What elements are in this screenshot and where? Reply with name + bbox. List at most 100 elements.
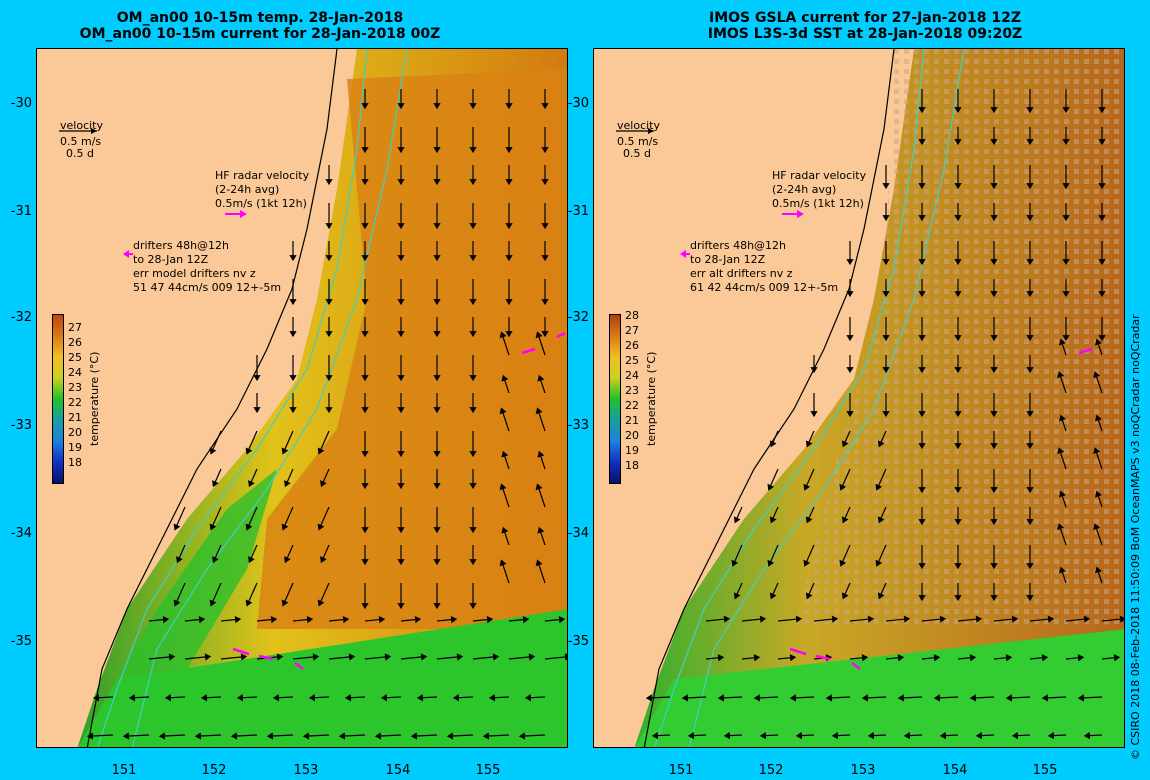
velocity-arrow-head bbox=[1047, 731, 1055, 740]
velocity-arrow-head bbox=[846, 367, 854, 374]
velocity-arrow-head bbox=[248, 480, 255, 488]
velocity-arrow-head bbox=[954, 367, 962, 374]
left-hf-line3: 0.5m/s (1kt 12h) bbox=[215, 197, 307, 210]
velocity-arrow-head bbox=[361, 255, 369, 262]
y-axis-label: -35 bbox=[10, 634, 32, 649]
velocity-arrow-head bbox=[753, 694, 761, 702]
colorbar-tick: 25 bbox=[625, 354, 639, 367]
velocity-arrow-head bbox=[805, 440, 813, 448]
velocity-arrow-head bbox=[831, 615, 839, 623]
velocity-arrow-head bbox=[361, 179, 369, 186]
velocity-arrow-head bbox=[469, 299, 477, 306]
colorbar-tick: 24 bbox=[68, 366, 82, 379]
right-hf-line3: 0.5m/s (1kt 12h) bbox=[772, 197, 864, 210]
velocity-arrow-head bbox=[361, 103, 369, 110]
velocity-arrow-head bbox=[975, 731, 983, 740]
right-map-svg bbox=[616, 49, 1124, 747]
velocity-arrow-head bbox=[397, 375, 405, 382]
y-axis-label: -33 bbox=[567, 418, 589, 433]
velocity-arrow-head bbox=[541, 223, 549, 230]
velocity-arrow-head bbox=[1041, 694, 1049, 702]
velocity-arrow-head bbox=[954, 595, 962, 602]
velocity-arrow-head bbox=[954, 563, 962, 570]
velocity-arrow-head bbox=[1062, 291, 1070, 298]
velocity-arrow-head bbox=[990, 487, 998, 494]
velocity-arrow-head bbox=[397, 451, 405, 458]
velocity-arrow-head bbox=[501, 526, 509, 534]
velocity-arrow-head bbox=[361, 603, 369, 610]
left-hf-line2: (2-24h avg) bbox=[215, 183, 280, 196]
velocity-arrow-head bbox=[918, 215, 926, 222]
velocity-arrow-head bbox=[433, 331, 441, 338]
velocity-arrow-head bbox=[954, 291, 962, 298]
colorbar-tick: 21 bbox=[68, 411, 82, 424]
south-green-water bbox=[78, 609, 567, 747]
velocity-arrow-head bbox=[1057, 447, 1065, 455]
colorbar-tick: 25 bbox=[68, 351, 82, 364]
velocity-arrow-head bbox=[990, 595, 998, 602]
right-velocity-label: velocity bbox=[617, 119, 660, 132]
colorbar-tick: 26 bbox=[68, 336, 82, 349]
velocity-arrow-head bbox=[1062, 215, 1070, 222]
velocity-arrow-head bbox=[933, 694, 941, 702]
velocity-arrow-head bbox=[1098, 183, 1106, 190]
velocity-arrow-head bbox=[397, 331, 405, 338]
velocity-arrow-head bbox=[397, 527, 405, 534]
velocity-arrow-head bbox=[361, 483, 369, 490]
velocity-arrow-head bbox=[1026, 443, 1034, 450]
velocity-arrow-head bbox=[954, 259, 962, 266]
velocity-arrow-head bbox=[954, 183, 962, 190]
velocity-arrow-head bbox=[173, 599, 181, 607]
velocity-arrow-head bbox=[524, 694, 532, 702]
velocity-arrow-head bbox=[903, 731, 911, 740]
velocity-arrow-head bbox=[558, 615, 566, 624]
velocity-arrow-head bbox=[1098, 139, 1106, 146]
velocity-arrow-head bbox=[518, 732, 526, 740]
velocity-arrow-head bbox=[212, 556, 219, 564]
velocity-arrow-head bbox=[308, 694, 316, 702]
right-hf-line1: HF radar velocity bbox=[772, 169, 867, 182]
velocity-arrow-head bbox=[505, 331, 513, 338]
velocity-arrow-head bbox=[717, 654, 725, 662]
velocity-arrow-head bbox=[433, 559, 441, 566]
x-axis-label: 152 bbox=[201, 763, 227, 778]
velocity-arrow-head bbox=[875, 483, 883, 491]
velocity-arrow-head bbox=[537, 374, 545, 382]
velocity-arrow-head bbox=[897, 694, 905, 702]
velocity-arrow-head bbox=[795, 731, 803, 740]
velocity-arrow-head bbox=[209, 523, 217, 531]
velocity-arrow-head bbox=[846, 335, 854, 342]
velocity-arrow-head bbox=[245, 599, 253, 607]
velocity-arrow-head bbox=[918, 595, 926, 602]
velocity-arrow-head bbox=[733, 516, 741, 524]
velocity-arrow-head bbox=[469, 527, 477, 534]
velocity-arrow-head bbox=[92, 694, 100, 702]
velocity-arrow-head bbox=[499, 331, 507, 339]
velocity-arrow-head bbox=[803, 483, 811, 491]
velocity-arrow-head bbox=[284, 556, 291, 564]
right-colorbar bbox=[609, 314, 621, 484]
velocity-arrow-head bbox=[1005, 654, 1013, 662]
velocity-arrow-head bbox=[1098, 215, 1106, 222]
velocity-arrow-head bbox=[1062, 259, 1070, 266]
left-velocity-scale1: 0.5 m/s bbox=[60, 135, 102, 148]
velocity-arrow-head bbox=[789, 654, 797, 662]
velocity-arrow-head bbox=[528, 653, 536, 661]
velocity-arrow-head bbox=[918, 107, 926, 114]
velocity-arrow-head bbox=[1094, 338, 1102, 346]
velocity-arrow-head bbox=[469, 407, 477, 414]
velocity-arrow-head bbox=[1093, 523, 1101, 531]
velocity-arrow-head bbox=[433, 255, 441, 262]
velocity-arrow-head bbox=[1077, 654, 1085, 662]
right-drift-line2: to 28-Jan 12Z bbox=[690, 253, 766, 266]
velocity-arrow-head bbox=[361, 331, 369, 338]
velocity-arrow-head bbox=[535, 483, 543, 491]
velocity-arrow-head bbox=[867, 615, 875, 623]
x-axis-label: 153 bbox=[293, 763, 319, 778]
velocity-arrow-head bbox=[759, 731, 767, 740]
velocity-arrow-head bbox=[505, 223, 513, 230]
velocity-arrow-head bbox=[861, 654, 869, 662]
y-axis-label: -32 bbox=[567, 310, 589, 325]
velocity-arrow-head bbox=[839, 483, 847, 491]
left-drift-line2: to 28-Jan 12Z bbox=[133, 253, 209, 266]
